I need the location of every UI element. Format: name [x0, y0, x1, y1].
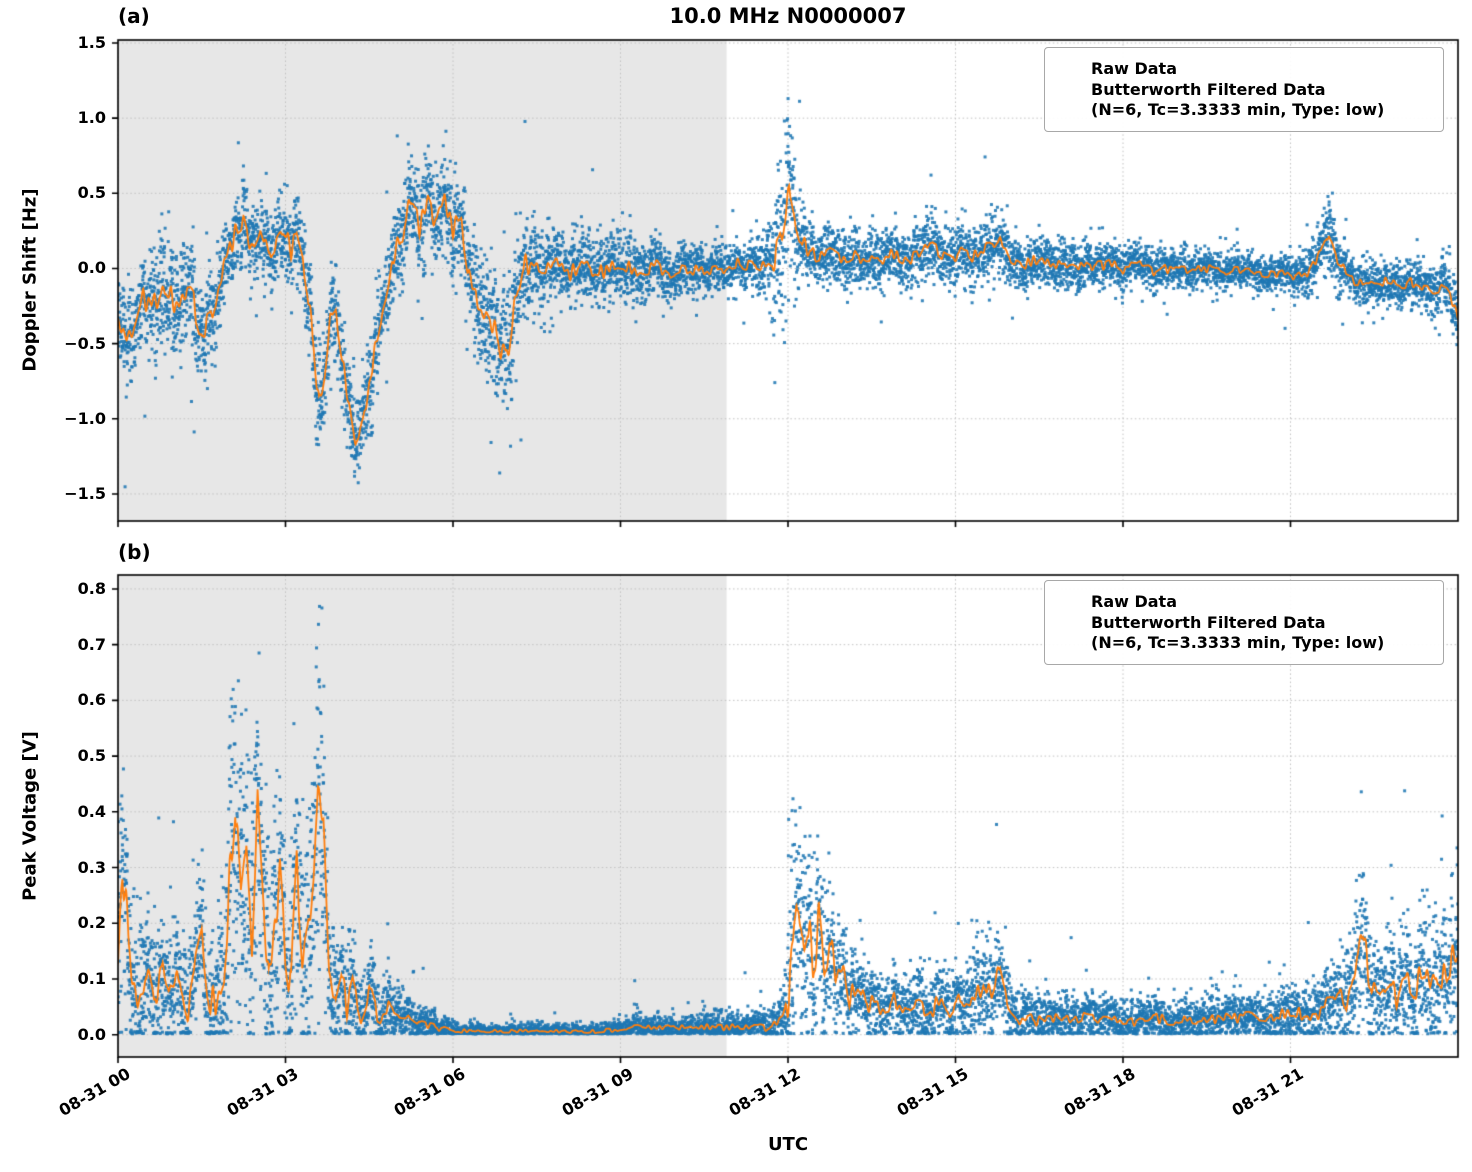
y-tick-label: 0.5 [77, 183, 106, 203]
legend-panel-b: Raw Data Butterworth Filtered Data (N=6,… [1044, 580, 1444, 665]
filtered-line-marker-swatch [1057, 632, 1091, 635]
line-sample-icon [1060, 99, 1088, 102]
panel-label-a: (a) [118, 4, 150, 28]
y-tick-label: 0.0 [77, 258, 106, 278]
y-tick-label: 0.6 [77, 690, 106, 710]
legend-raw-label: Raw Data [1091, 59, 1177, 78]
y-tick-label: 0.8 [77, 578, 106, 598]
figure-title: 10.0 MHz N0000007 [669, 4, 907, 28]
line-sample-icon [1060, 632, 1088, 635]
y-tick-label: −1.5 [64, 483, 106, 503]
scatter-dot-icon [1071, 598, 1078, 605]
filtered-line-marker-swatch [1057, 99, 1091, 102]
legend-filtered-sublabel: (N=6, Tc=3.3333 min, Type: low) [1091, 100, 1385, 119]
panel-label-b: (b) [118, 540, 151, 564]
y-tick-label: 0.3 [77, 857, 106, 877]
legend-filtered-sublabel: (N=6, Tc=3.3333 min, Type: low) [1091, 633, 1385, 652]
y-tick-label: 0.5 [77, 746, 106, 766]
y-tick-label: 1.0 [77, 108, 106, 128]
y-tick-label: 1.5 [77, 33, 106, 52]
legend-filtered-label: Butterworth Filtered Data [1091, 613, 1326, 632]
y-tick-label: 0.7 [77, 634, 106, 654]
raw-data-marker-swatch [1057, 65, 1091, 72]
y-tick-label: 0.2 [77, 913, 106, 933]
legend-entry-raw: Raw Data [1057, 59, 1431, 78]
raw-data-marker-swatch [1057, 598, 1091, 605]
y-tick-label: 0.4 [77, 801, 106, 821]
legend-raw-label: Raw Data [1091, 592, 1177, 611]
legend-filtered-label: Butterworth Filtered Data [1091, 80, 1326, 99]
legend-entry-filtered: Butterworth Filtered Data (N=6, Tc=3.333… [1057, 613, 1431, 653]
legend-entry-filtered: Butterworth Filtered Data (N=6, Tc=3.333… [1057, 80, 1431, 120]
y-tick-label: 0.1 [77, 968, 106, 988]
y-tick-label: 0.0 [77, 1024, 106, 1044]
scatter-dot-icon [1071, 65, 1078, 72]
y-tick-label: −0.5 [64, 333, 106, 353]
y-tick-label: −1.0 [64, 408, 106, 428]
x-axis-label: UTC [767, 1134, 809, 1155]
legend-entry-raw: Raw Data [1057, 592, 1431, 611]
legend-panel-a: Raw Data Butterworth Filtered Data (N=6,… [1044, 47, 1444, 132]
